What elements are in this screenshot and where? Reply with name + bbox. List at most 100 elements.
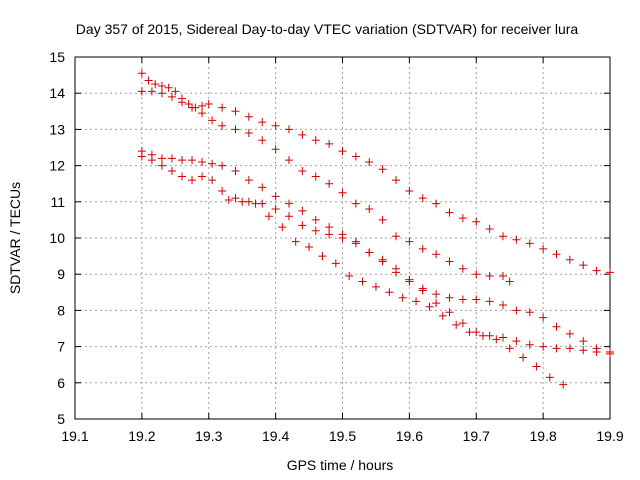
data-point [271, 192, 280, 201]
data-point [592, 348, 601, 357]
data-point [164, 83, 173, 92]
data-point [325, 139, 334, 148]
x-tick-label: 19.3 [195, 428, 222, 444]
data-point [512, 306, 521, 315]
data-point [137, 69, 146, 78]
data-point [298, 206, 307, 215]
data-point [285, 156, 293, 165]
data-point [325, 223, 334, 232]
data-point [198, 157, 207, 166]
data-point [418, 244, 427, 253]
data-point [365, 157, 374, 166]
data-point [365, 248, 374, 257]
data-point [208, 116, 217, 125]
series-s5 [224, 195, 568, 389]
data-point [264, 212, 273, 221]
data-point [285, 212, 293, 221]
x-tick-label: 19.9 [596, 428, 623, 444]
data-point [592, 266, 601, 275]
series-s3 [137, 147, 614, 358]
data-point [438, 311, 447, 320]
data-point [208, 176, 217, 185]
data-point [485, 331, 494, 340]
data-point [218, 186, 227, 195]
data-point [298, 130, 307, 139]
data-point [579, 346, 588, 355]
data-point [499, 333, 507, 342]
data-point [405, 275, 414, 284]
data-point [198, 101, 207, 110]
data-point [271, 121, 280, 130]
data-point [147, 156, 156, 165]
y-axis-label: SDTVAR / TECUs [7, 182, 23, 294]
data-point [499, 272, 507, 281]
data-point [325, 230, 334, 239]
data-point [285, 199, 293, 208]
data-point [398, 293, 407, 302]
x-tick-label: 19.8 [530, 428, 557, 444]
data-point [198, 172, 207, 181]
data-point [525, 340, 534, 349]
data-point [305, 243, 314, 252]
data-point [318, 252, 327, 261]
data-point [458, 264, 467, 273]
y-tick-label: 7 [57, 339, 65, 355]
data-point [378, 215, 387, 224]
data-point [231, 194, 240, 203]
data-point [512, 235, 521, 244]
data-point [258, 199, 267, 208]
data-point [244, 129, 253, 138]
data-point [532, 362, 541, 371]
y-tick-label: 9 [57, 266, 65, 282]
data-point [405, 186, 414, 195]
data-point [311, 172, 320, 181]
y-tick-label: 14 [49, 85, 65, 101]
y-tick-label: 12 [49, 158, 65, 174]
chart-title: Day 357 of 2015, Sidereal Day-to-day VTE… [76, 21, 579, 37]
data-point [188, 103, 197, 112]
data-point [258, 136, 267, 145]
data-point [552, 250, 561, 259]
data-points [137, 69, 614, 389]
x-tick-label: 19.7 [463, 428, 490, 444]
y-tick-label: 10 [49, 230, 65, 246]
y-tick-label: 13 [49, 121, 65, 137]
data-point [606, 268, 614, 277]
data-point [338, 234, 347, 242]
data-point [178, 156, 186, 165]
data-point [552, 344, 561, 353]
data-point [218, 103, 227, 112]
data-point [167, 154, 176, 163]
data-point [358, 277, 367, 286]
data-point [445, 308, 454, 317]
data-point [472, 295, 481, 304]
data-point [144, 76, 153, 85]
data-point [485, 224, 494, 233]
data-point [445, 257, 454, 266]
data-point [151, 80, 160, 89]
data-point [278, 223, 287, 232]
data-point [432, 199, 441, 208]
data-point [579, 337, 588, 346]
data-point [365, 205, 374, 214]
data-point [499, 232, 507, 241]
y-tick-label: 6 [57, 375, 65, 391]
data-point [271, 205, 280, 214]
y-tick-label: 5 [57, 411, 65, 427]
data-point [392, 232, 400, 241]
data-point [271, 145, 280, 154]
data-point [405, 237, 414, 246]
data-point [458, 214, 467, 223]
data-point [565, 255, 574, 264]
data-point [579, 261, 588, 270]
data-point [606, 348, 614, 357]
y-tick-label: 15 [49, 49, 65, 65]
data-point [331, 259, 340, 268]
data-point [351, 239, 360, 248]
data-point [505, 344, 514, 353]
data-point [244, 112, 253, 121]
data-point [432, 299, 441, 308]
data-point [258, 183, 267, 192]
data-point [298, 221, 307, 230]
data-point [525, 308, 534, 317]
